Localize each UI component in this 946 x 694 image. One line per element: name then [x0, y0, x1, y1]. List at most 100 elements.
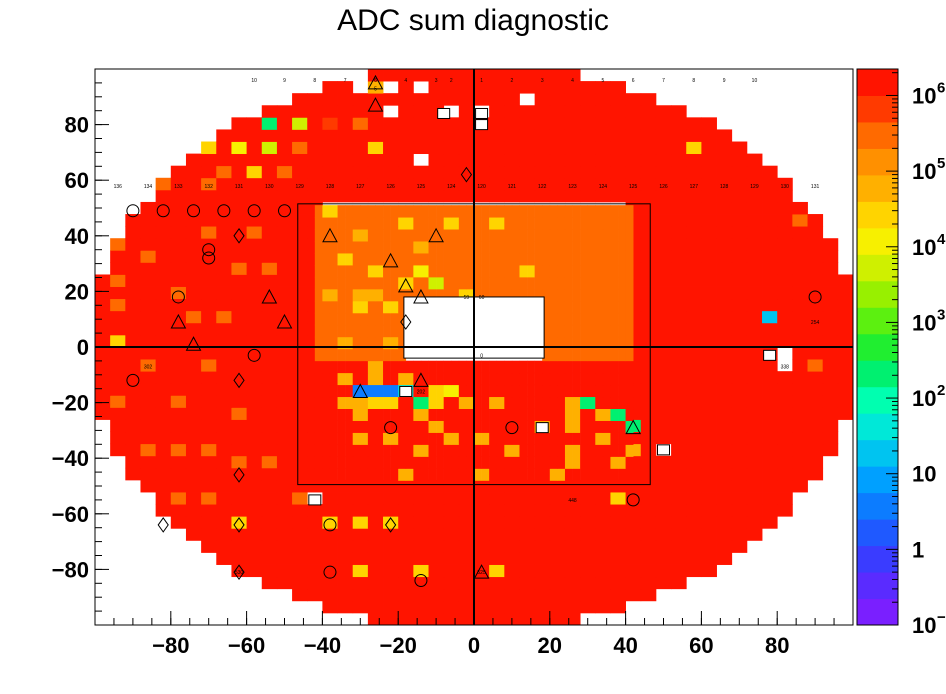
heatmap-cell — [549, 468, 558, 481]
heatmap-cell — [792, 383, 808, 396]
heatmap-cell — [519, 241, 528, 254]
heatmap-cell — [413, 141, 429, 155]
heatmap-cell — [246, 455, 263, 469]
heatmap-cell — [466, 468, 475, 481]
heatmap-cell — [731, 419, 748, 433]
heatmap-cell — [383, 564, 399, 578]
heatmap-cell — [686, 479, 702, 493]
heatmap-cell — [398, 217, 407, 230]
heatmap-cell — [329, 336, 338, 350]
heatmap-cell — [292, 298, 308, 312]
heatmap-cell — [451, 468, 460, 481]
heatmap-cell — [201, 407, 217, 420]
heatmap-cell — [466, 288, 475, 302]
heatmap-cell — [746, 516, 763, 529]
cell-number: 530 — [235, 570, 244, 576]
heatmap-cell — [201, 177, 217, 191]
heatmap-cell — [428, 276, 437, 290]
heatmap-cell — [110, 262, 126, 275]
heatmap-cell — [428, 408, 437, 421]
color-scale-band — [857, 307, 898, 335]
heatmap-cell — [610, 540, 626, 553]
heatmap-cell — [686, 371, 702, 384]
heatmap-cell — [496, 420, 505, 433]
heatmap-cell — [125, 238, 141, 251]
heatmap-cell — [337, 105, 354, 118]
heatmap-cell — [807, 407, 824, 420]
heatmap-cell — [337, 600, 354, 614]
heatmap-cell — [155, 347, 172, 360]
heatmap-cell — [557, 229, 566, 242]
heatmap-cell — [345, 384, 354, 398]
heatmap-cell — [367, 600, 384, 614]
heatmap-cell — [549, 105, 566, 118]
heatmap-cell — [383, 444, 391, 457]
heatmap-cell — [185, 431, 202, 445]
cell-number: 123 — [568, 184, 577, 190]
z-tick-exponent: 4 — [937, 231, 946, 248]
heatmap-cell — [519, 479, 536, 493]
triangle-marker — [276, 313, 293, 329]
heatmap-cell — [95, 334, 111, 348]
heatmap-cell — [95, 286, 111, 300]
heatmap-cell — [602, 384, 611, 398]
heatmap-cell — [572, 468, 581, 481]
cell-number: 131 — [811, 184, 820, 190]
heatmap-cell — [345, 217, 354, 230]
heatmap-cell — [527, 384, 535, 398]
heatmap-cell — [216, 407, 232, 420]
heatmap-cell — [231, 238, 247, 251]
heatmap-cell — [413, 456, 422, 469]
heatmap-cell — [504, 360, 513, 374]
cell-number: 8 — [313, 78, 316, 84]
heatmap-cell — [246, 165, 263, 179]
heatmap-cell — [216, 238, 232, 251]
heatmap-cell — [329, 420, 338, 433]
heatmap-cell — [716, 407, 733, 420]
circle-marker — [202, 243, 216, 257]
heatmap-cell — [155, 443, 172, 457]
heatmap-cell — [360, 348, 369, 362]
heatmap-cell — [580, 504, 596, 517]
heatmap-cell — [595, 396, 604, 410]
heatmap-cell — [360, 253, 369, 266]
heatmap-cell — [413, 504, 429, 517]
heatmap-cell — [337, 129, 354, 142]
heatmap-cell — [413, 612, 429, 626]
heatmap-cell — [716, 298, 733, 312]
heatmap-cell — [671, 395, 687, 408]
heatmap-cell — [329, 241, 338, 254]
heatmap-cell — [292, 347, 308, 360]
heatmap-cell — [481, 444, 490, 457]
heatmap-cell — [170, 383, 187, 396]
cell-number: 120 — [477, 184, 486, 190]
heatmap-cell — [595, 479, 611, 493]
heatmap-cell — [716, 177, 733, 191]
heatmap-cell — [595, 189, 611, 203]
heatmap-cell — [398, 432, 407, 445]
heatmap-cell — [337, 456, 346, 469]
heatmap-cell — [216, 189, 232, 203]
heatmap-cell — [360, 276, 369, 290]
heatmap-cell — [792, 286, 808, 300]
heatmap-cell — [458, 372, 467, 386]
heatmap-cell — [762, 371, 778, 384]
heatmap-cell — [276, 274, 293, 287]
triangle-marker — [473, 564, 490, 579]
heatmap-cell — [731, 250, 748, 263]
heatmap-cell — [610, 189, 626, 203]
heatmap-cell — [731, 226, 748, 239]
heatmap-cell — [686, 153, 702, 167]
color-scale-band — [857, 545, 898, 573]
heatmap-cell — [231, 455, 247, 469]
heatmap-cell — [542, 276, 551, 290]
heatmap-cell — [292, 262, 308, 275]
heatmap-cell — [595, 81, 611, 94]
heatmap-cell — [762, 492, 778, 505]
heatmap-cell — [322, 288, 331, 302]
heatmap-cell — [587, 456, 596, 469]
heatmap-cell — [625, 384, 634, 398]
heatmap-cell — [261, 129, 278, 142]
heatmap-cell — [383, 300, 391, 314]
heatmap-cell — [602, 312, 611, 326]
